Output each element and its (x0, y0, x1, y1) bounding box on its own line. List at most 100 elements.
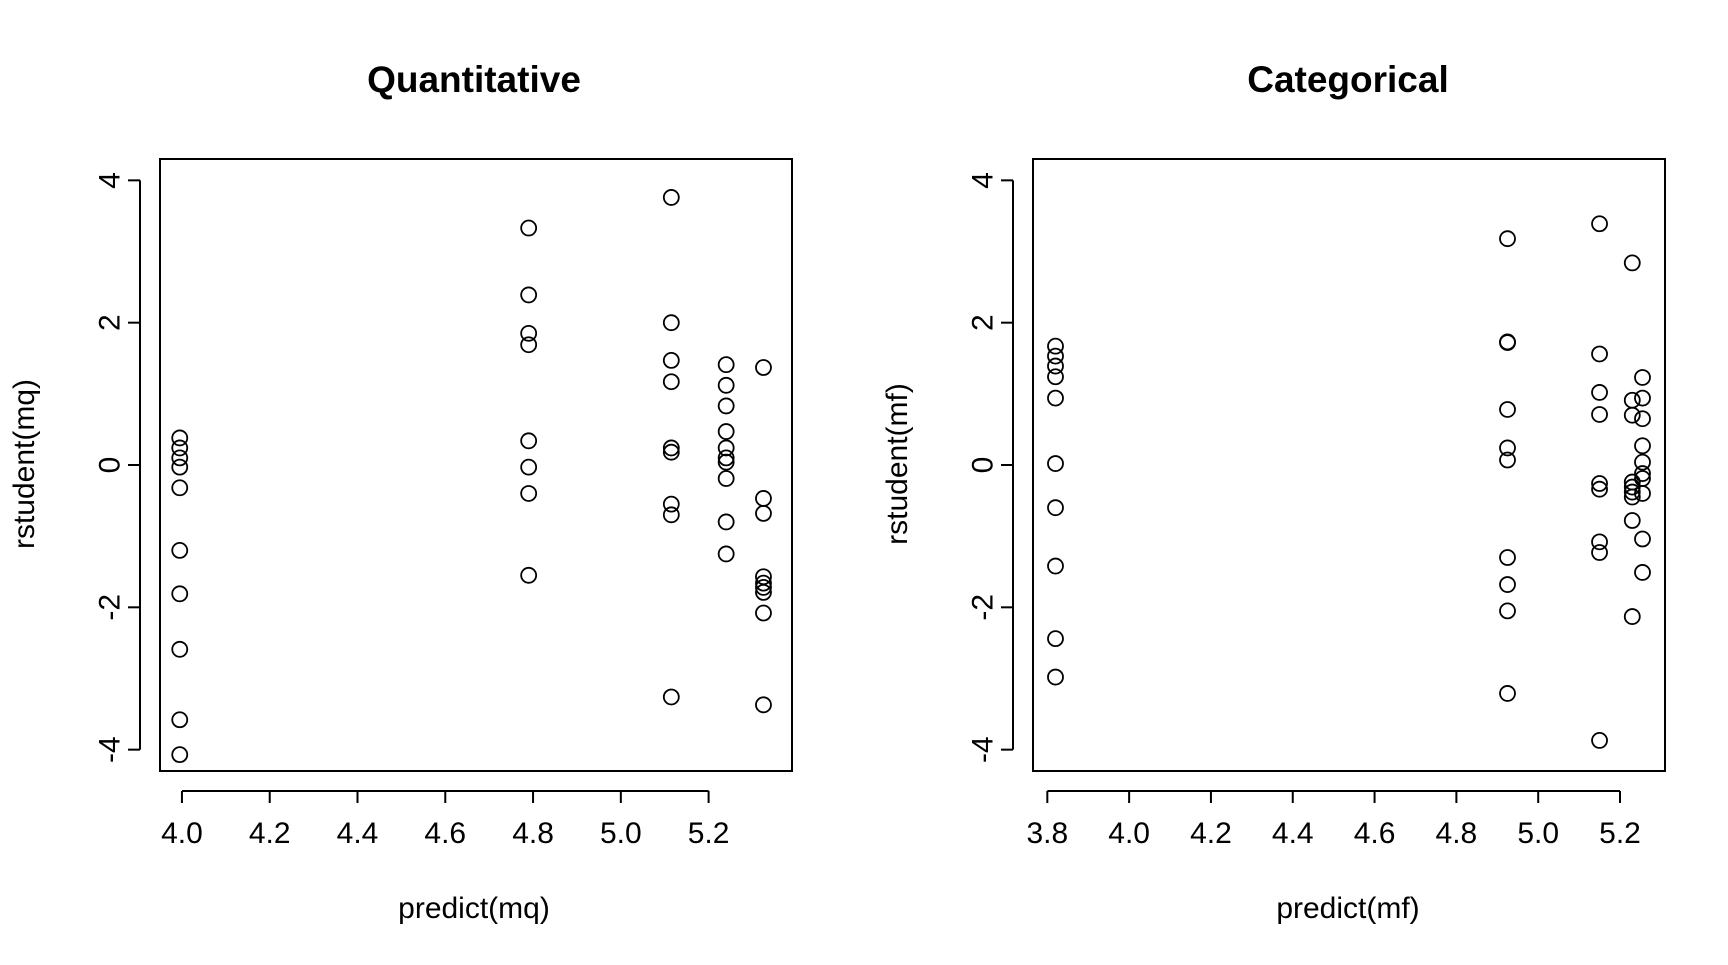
data-point (1634, 369, 1651, 386)
y-axis-label: rstudent(mq) (8, 379, 41, 549)
data-point (662, 189, 680, 206)
data-point (520, 219, 538, 237)
data-point (662, 688, 680, 706)
data-point (1499, 576, 1516, 593)
x-tick-label: 4.6 (1354, 817, 1396, 850)
x-tick-label: 5.0 (1517, 817, 1559, 850)
x-tick-label: 3.8 (1026, 817, 1068, 850)
y-tick-label: 4 (94, 172, 127, 189)
y-tick-label: 2 (967, 314, 1000, 331)
data-point (662, 351, 680, 369)
data-point (662, 314, 680, 332)
data-point (755, 579, 772, 596)
data-point (662, 506, 680, 524)
y-tick-label: 0 (94, 457, 127, 474)
data-point (1623, 406, 1641, 424)
data-point (1591, 215, 1608, 233)
x-axis-label: predict(mq) (398, 892, 550, 925)
data-point (171, 449, 189, 467)
data-point (171, 711, 189, 729)
data-point (171, 746, 189, 764)
data-point (755, 583, 772, 601)
data-point (1623, 512, 1641, 529)
data-point (1499, 439, 1516, 457)
data-point (1634, 389, 1651, 407)
data-point (1591, 544, 1608, 561)
data-point (520, 458, 538, 476)
panel-categorical: Categorical predict(mf) rstudent(mf) 3.8… (881, 59, 1666, 925)
y-tick-label: 4 (967, 172, 1000, 189)
data-point (1047, 557, 1064, 575)
data-point (1499, 602, 1516, 620)
data-point (662, 439, 680, 457)
data-point (717, 470, 735, 487)
data-point (1591, 406, 1608, 423)
data-point (717, 449, 735, 467)
x-tick-label: 5.0 (600, 817, 642, 850)
data-point (755, 604, 772, 622)
data-point (1591, 475, 1608, 492)
data-point (717, 453, 735, 471)
data-point (755, 359, 772, 376)
data-point (171, 439, 189, 457)
x-tick-label: 5.2 (1599, 817, 1641, 850)
data-point (171, 640, 189, 658)
x-tick-label: 4.8 (512, 817, 554, 850)
data-point (1634, 437, 1651, 455)
x-tick-label: 4.6 (424, 817, 466, 850)
x-tick-label: 4.4 (1272, 817, 1314, 850)
y-tick-label: 0 (967, 457, 1000, 474)
data-point (1047, 368, 1064, 386)
data-point (717, 423, 735, 440)
data-point (171, 479, 189, 497)
data-point (520, 432, 538, 450)
x-tick-label: 5.2 (688, 817, 730, 850)
data-point (1499, 401, 1516, 418)
data-point (520, 336, 538, 354)
data-point (755, 696, 772, 714)
data-point (1047, 389, 1064, 407)
data-point (1623, 391, 1641, 409)
data-point (755, 490, 772, 507)
data-point (755, 504, 772, 522)
plot-frame (159, 158, 793, 772)
panel-title: Categorical (1247, 59, 1449, 100)
data-point (520, 566, 538, 584)
data-point (1499, 451, 1516, 469)
data-point (1499, 549, 1516, 566)
data-point (1047, 668, 1064, 686)
y-tick-label: -2 (94, 594, 127, 621)
data-point (1591, 533, 1608, 551)
data-point (520, 286, 538, 304)
y-tick-label: -4 (94, 736, 127, 763)
data-point (520, 324, 538, 342)
data-point (1634, 530, 1651, 548)
y-tick-label: 2 (94, 314, 127, 331)
data-point (1047, 337, 1064, 355)
data-point (1634, 564, 1651, 581)
data-point (171, 458, 189, 476)
data-point (1499, 334, 1516, 352)
data-point (662, 443, 680, 461)
data-point (717, 513, 735, 531)
x-tick-label: 4.4 (337, 817, 379, 850)
data-point (1499, 685, 1516, 702)
y-tick-label: -2 (967, 594, 1000, 621)
data-point (1591, 480, 1608, 498)
data-point (1634, 485, 1651, 502)
data-point (1499, 230, 1516, 248)
data-point (1623, 254, 1641, 272)
data-point (520, 485, 538, 502)
data-point (1623, 483, 1641, 501)
data-point (1047, 630, 1064, 648)
data-point (1047, 347, 1064, 365)
data-point (171, 585, 189, 603)
x-tick-label: 4.0 (1108, 817, 1150, 850)
data-point (717, 545, 735, 563)
x-tick-label: 4.2 (1190, 817, 1232, 850)
data-point (1634, 410, 1651, 428)
panel-title: Quantitative (367, 59, 581, 100)
data-point (1047, 455, 1064, 472)
